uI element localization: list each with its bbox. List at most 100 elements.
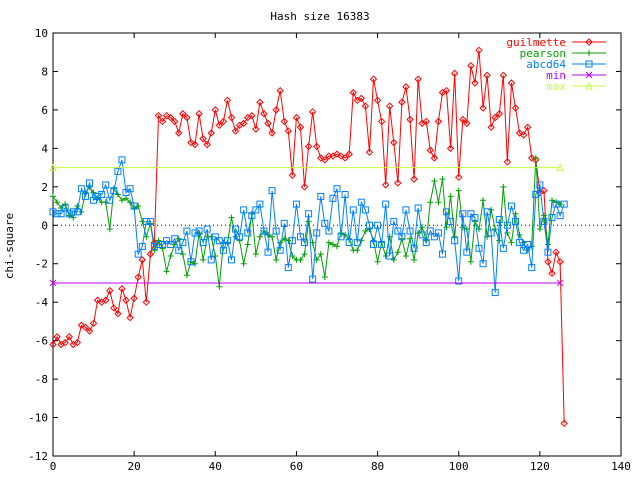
data-point-guilmette — [499, 71, 508, 80]
data-point-guilmette — [187, 138, 195, 147]
data-point-abcd64 — [171, 235, 179, 243]
data-point-pearson — [50, 193, 56, 200]
data-point-pearson — [216, 283, 223, 290]
data-point-abcd64 — [114, 167, 122, 175]
data-point-abcd64 — [228, 256, 236, 264]
data-point-pearson — [455, 187, 462, 194]
data-point-guilmette — [77, 321, 86, 329]
data-point-pearson — [427, 199, 434, 206]
data-point-abcd64 — [301, 239, 309, 247]
data-point-pearson — [516, 231, 523, 238]
data-point-abcd64 — [398, 233, 406, 241]
x-tick-label: 120 — [530, 460, 550, 473]
data-point-pearson — [435, 199, 442, 206]
data-point-pearson — [54, 199, 61, 206]
data-point-pearson — [467, 258, 474, 265]
data-point-abcd64 — [313, 229, 321, 237]
data-point-guilmette — [414, 75, 422, 83]
data-point-guilmette — [207, 129, 215, 137]
data-point-pearson — [127, 199, 134, 206]
data-point-guilmette — [268, 129, 276, 137]
data-point-guilmette — [434, 117, 443, 126]
legend-marker-min — [585, 71, 593, 79]
data-point-abcd64 — [57, 210, 65, 218]
data-point-pearson — [524, 247, 531, 254]
data-point-pearson — [329, 241, 336, 248]
data-point-pearson — [183, 272, 190, 279]
data-point-pearson — [447, 193, 454, 200]
data-point-guilmette — [61, 338, 69, 347]
data-point-guilmette — [556, 258, 564, 266]
legend-entry-pearson: pearson — [520, 47, 606, 60]
data-point-pearson — [321, 274, 328, 281]
data-point-guilmette — [349, 88, 357, 97]
legend-entry-abcd64: abcd64 — [526, 58, 606, 71]
data-point-pearson — [382, 253, 389, 260]
data-point-abcd64 — [288, 237, 296, 245]
data-point-abcd64 — [544, 248, 552, 256]
data-point-abcd64 — [167, 241, 175, 248]
data-point-abcd64 — [264, 248, 272, 256]
x-tick-label: 20 — [128, 460, 141, 473]
data-point-abcd64 — [455, 277, 463, 285]
data-point-guilmette — [402, 83, 410, 91]
data-point-guilmette — [154, 111, 163, 120]
data-point-min — [49, 279, 57, 287]
data-point-abcd64 — [272, 227, 280, 235]
data-point-pearson — [139, 218, 146, 225]
data-point-guilmette — [53, 333, 61, 341]
data-point-guilmette — [256, 98, 264, 106]
data-point-guilmette — [515, 129, 524, 137]
data-point-pearson — [549, 197, 556, 204]
data-point-abcd64 — [524, 241, 532, 248]
data-point-guilmette — [511, 104, 520, 112]
data-point-guilmette — [381, 181, 390, 189]
data-point-abcd64 — [150, 242, 158, 250]
data-point-pearson — [155, 237, 162, 244]
data-point-abcd64 — [53, 210, 61, 218]
data-point-guilmette — [89, 319, 98, 328]
series-guilmette — [49, 46, 568, 428]
data-point-abcd64 — [183, 227, 191, 235]
data-point-abcd64 — [292, 200, 300, 208]
data-point-guilmette — [548, 269, 556, 278]
data-point-guilmette — [365, 148, 374, 156]
data-point-abcd64 — [463, 248, 471, 256]
y-tick-label: 4 — [41, 142, 48, 155]
legend-marker-abcd64 — [585, 60, 593, 68]
data-point-guilmette — [223, 96, 232, 105]
legend-label-max: max — [546, 80, 566, 93]
data-point-guilmette — [73, 338, 82, 347]
data-point-abcd64 — [365, 221, 373, 229]
data-point-abcd64 — [447, 217, 455, 225]
data-point-abcd64 — [374, 221, 382, 229]
data-point-guilmette — [430, 154, 439, 162]
data-point-guilmette — [373, 96, 382, 105]
data-point-guilmette — [560, 419, 568, 428]
data-point-pearson — [419, 224, 426, 231]
data-point-guilmette — [483, 71, 491, 80]
data-point-abcd64 — [410, 244, 418, 252]
data-point-guilmette — [410, 175, 418, 183]
data-point-abcd64 — [434, 229, 442, 237]
y-tick-label: 10 — [35, 27, 48, 40]
data-point-abcd64 — [86, 179, 94, 187]
data-point-guilmette — [463, 119, 471, 128]
data-point-guilmette — [227, 113, 236, 122]
data-point-abcd64 — [495, 216, 503, 224]
data-point-pearson — [528, 243, 535, 250]
data-point-pearson — [358, 237, 365, 244]
data-point-abcd64 — [199, 239, 207, 247]
data-point-abcd64 — [94, 192, 102, 200]
data-point-guilmette — [491, 113, 499, 122]
data-point-pearson — [301, 251, 308, 258]
data-point-guilmette — [313, 142, 321, 151]
data-point-abcd64 — [430, 233, 438, 241]
legend-label-abcd64: abcd64 — [526, 58, 566, 71]
data-point-abcd64 — [357, 198, 365, 206]
y-tick-label: -8 — [35, 373, 48, 386]
data-point-abcd64 — [438, 250, 446, 258]
data-point-guilmette — [106, 286, 114, 295]
data-point-pearson — [179, 251, 186, 258]
data-point-abcd64 — [459, 210, 467, 218]
